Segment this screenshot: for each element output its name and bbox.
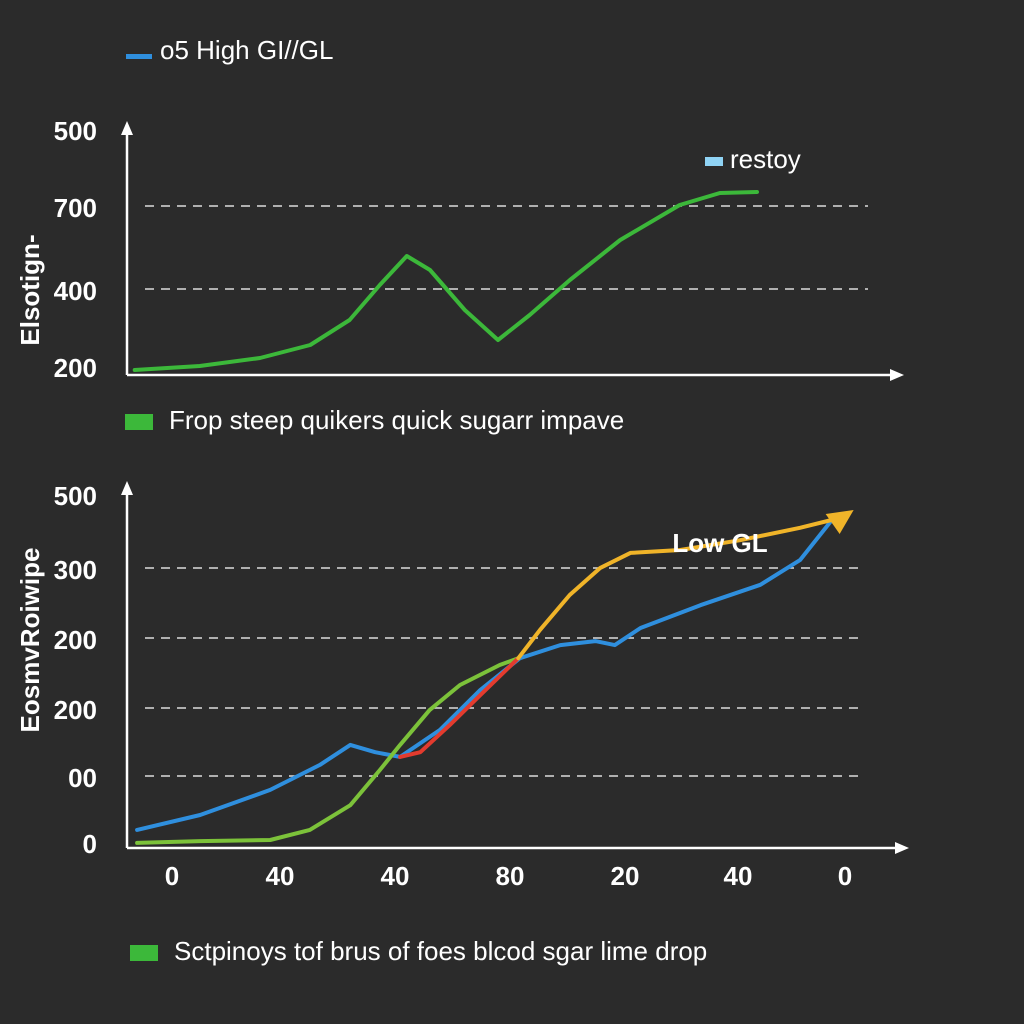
y-tick-label: 200 xyxy=(54,353,97,383)
x-tick-label: 40 xyxy=(724,861,753,891)
y-tick-label: 0 xyxy=(83,829,97,859)
y-axis-arrow xyxy=(121,481,133,495)
y-tick-label: 00 xyxy=(68,763,97,793)
caption: Frop steep quikers quick sugarr impave xyxy=(169,405,624,435)
chart-title: o5 High GI//GL xyxy=(160,35,333,65)
y-tick-label: 700 xyxy=(54,193,97,223)
data-line xyxy=(132,190,759,372)
y-tick-label: 400 xyxy=(54,276,97,306)
annotation: Low GL xyxy=(672,528,767,558)
data-line xyxy=(135,656,521,845)
y-tick-label: 500 xyxy=(54,481,97,511)
y-tick-label: 300 xyxy=(54,555,97,585)
x-tick-label: 0 xyxy=(838,861,852,891)
y-axis-label: Elsotign- xyxy=(15,234,45,345)
x-axis-arrow xyxy=(890,369,904,381)
y-tick-label: 200 xyxy=(54,695,97,725)
y-axis-arrow xyxy=(121,121,133,135)
legend-label: restoy xyxy=(730,144,801,174)
legend-swatch xyxy=(705,157,723,166)
data-line xyxy=(398,656,521,759)
y-tick-label: 200 xyxy=(54,625,97,655)
y-axis-label: EosmvRoiwipe xyxy=(15,548,45,733)
data-line xyxy=(516,516,842,661)
y-tick-label: 500 xyxy=(54,116,97,146)
caption-swatch xyxy=(125,414,153,430)
caption-swatch xyxy=(130,945,158,961)
x-axis-arrow xyxy=(895,842,909,854)
caption: Sctpinoys tof brus of foes blcod sgar li… xyxy=(174,936,707,966)
x-tick-label: 80 xyxy=(496,861,525,891)
x-tick-label: 40 xyxy=(266,861,295,891)
title-swatch xyxy=(126,54,152,59)
x-tick-label: 0 xyxy=(165,861,179,891)
x-tick-label: 20 xyxy=(611,861,640,891)
x-tick-label: 40 xyxy=(381,861,410,891)
arrow-head xyxy=(825,510,854,535)
